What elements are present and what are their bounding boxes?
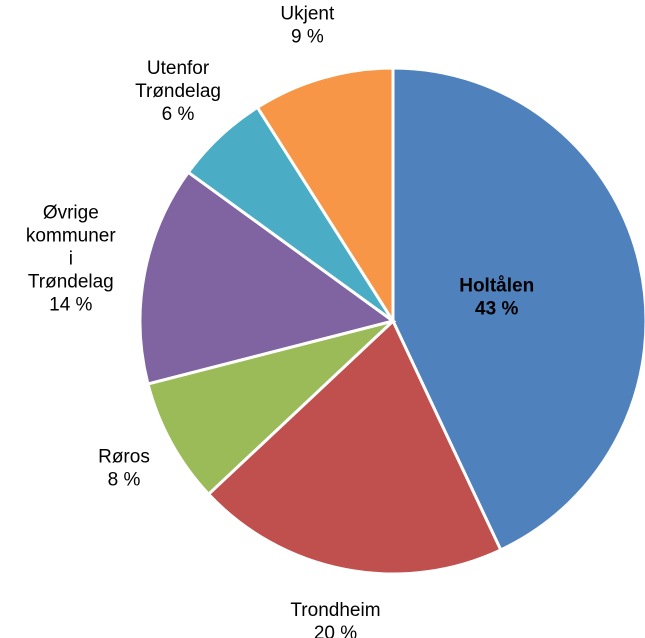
label-line: Øvrige (43, 203, 99, 224)
slice-label: Øvrige kommuner i Trøndelag (26, 203, 116, 293)
slice-label: Røros (98, 446, 150, 467)
value-label: 43 % (475, 298, 518, 319)
pie-slice (255, 66, 395, 327)
pie-slice (206, 318, 503, 576)
label-line: Trøndelag (135, 81, 221, 102)
value-label: 8 % (108, 469, 141, 490)
label-line: Utenfor (147, 58, 210, 79)
value-label: 20 % (314, 623, 357, 638)
slice-label: Trondheim (290, 600, 380, 621)
slice-label: Ukjent (280, 4, 335, 25)
label-line: Trøndelag (28, 272, 114, 293)
label-line: Holtålen (459, 275, 534, 296)
pie-slice (146, 319, 395, 497)
label-line: kommuner (26, 226, 116, 247)
value-label: 9 % (291, 27, 324, 48)
slice-label: Holtålen (459, 275, 534, 296)
pie-slice (138, 170, 397, 386)
label-line: i (69, 249, 73, 270)
value-label: 6 % (162, 104, 195, 125)
value-label: 14 % (49, 295, 92, 316)
label-line: Røros (98, 446, 150, 467)
pie-slice (391, 66, 645, 552)
slice-label: Utenfor Trøndelag (135, 58, 221, 102)
label-line: Trondheim (290, 600, 380, 621)
label-line: Ukjent (280, 4, 335, 25)
